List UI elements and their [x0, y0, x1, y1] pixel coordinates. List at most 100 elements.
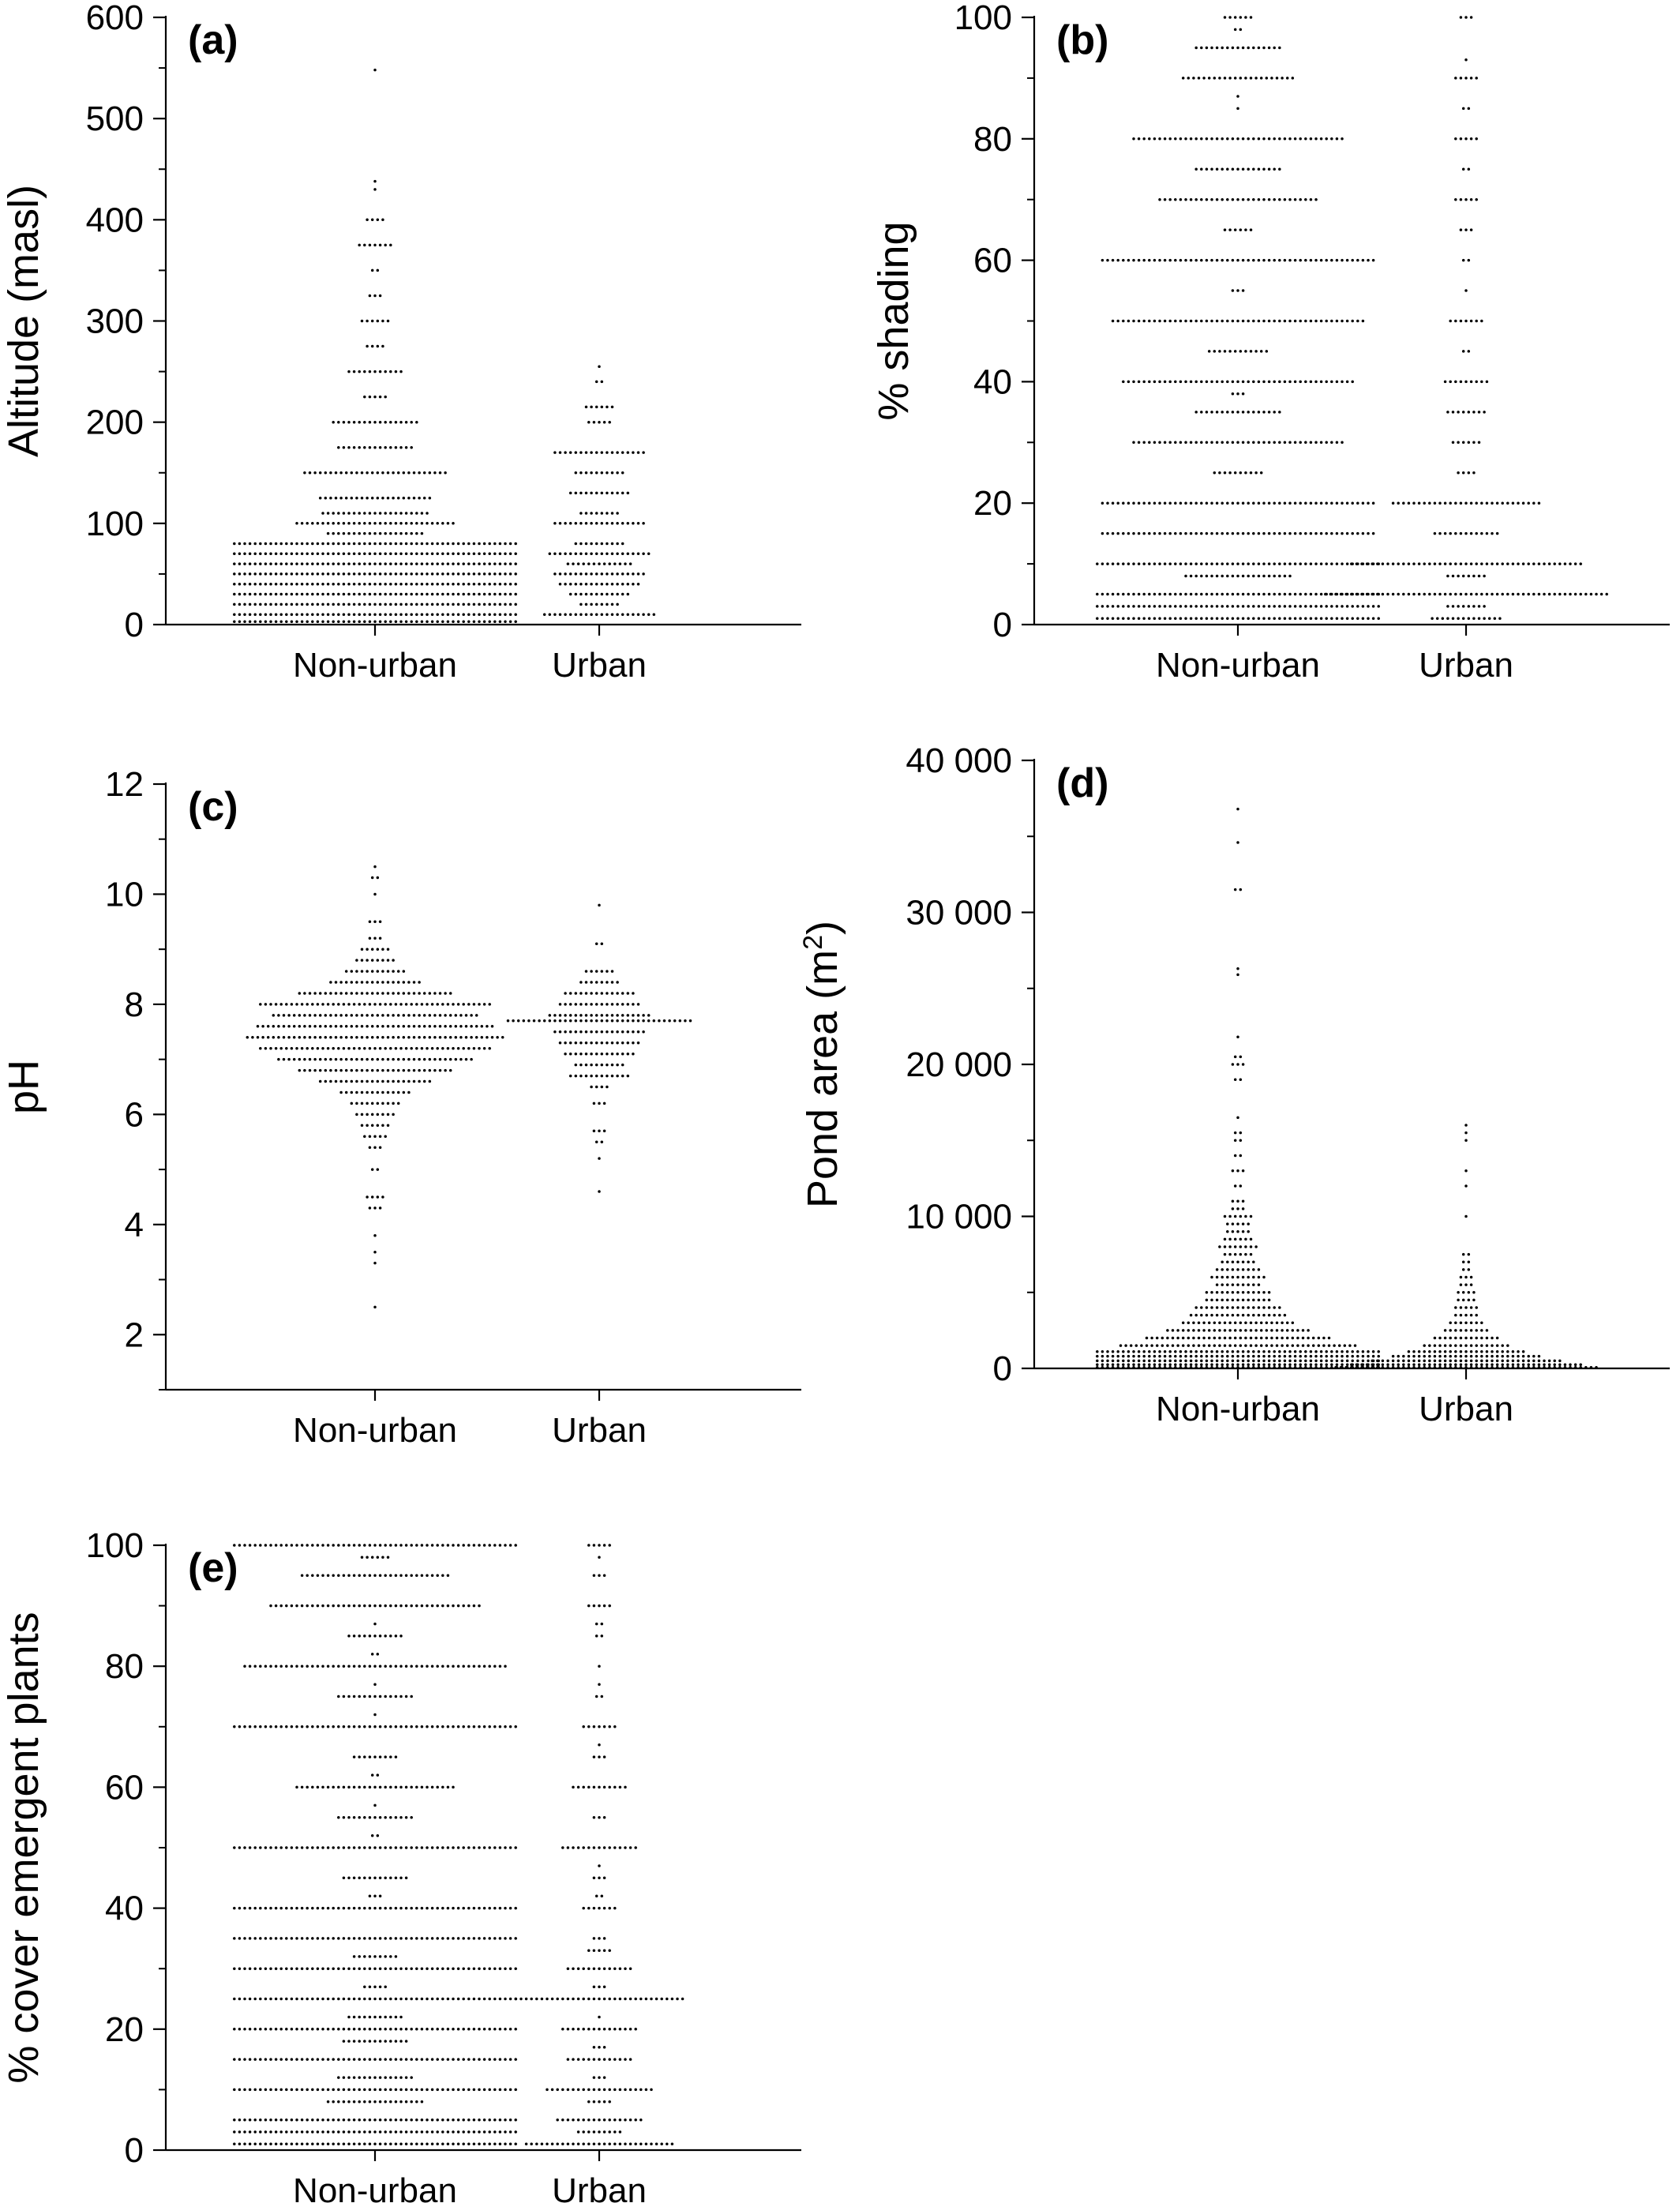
data-point	[418, 1014, 421, 1017]
data-point	[1236, 1222, 1239, 1225]
data-point	[389, 1604, 392, 1608]
data-point	[1330, 258, 1333, 262]
data-point	[1223, 16, 1227, 19]
data-point	[238, 2142, 242, 2146]
data-point	[561, 1997, 564, 2001]
data-point	[342, 1876, 346, 1880]
data-point	[1210, 562, 1213, 565]
data-point	[1236, 167, 1239, 171]
data-point	[568, 992, 572, 995]
data-point	[610, 542, 614, 546]
data-point	[1459, 319, 1463, 323]
data-point	[269, 2142, 272, 2146]
data-point	[676, 1997, 679, 2001]
data-point	[574, 1003, 578, 1006]
data-point	[438, 992, 442, 995]
data-point	[1101, 501, 1104, 505]
data-point	[1485, 1354, 1489, 1358]
data-point	[454, 1035, 458, 1039]
data-point	[386, 1068, 390, 1072]
data-point	[1247, 258, 1250, 262]
data-point	[347, 572, 351, 576]
data-point	[337, 1604, 340, 1608]
data-point	[568, 451, 572, 454]
data-point	[1273, 562, 1276, 565]
data-point	[1200, 258, 1203, 262]
data-point	[1501, 1354, 1504, 1358]
data-point	[592, 1906, 596, 1910]
data-point	[274, 613, 278, 616]
data-point	[579, 512, 583, 515]
data-point	[259, 542, 262, 546]
data-point	[1309, 605, 1313, 608]
data-point	[321, 613, 324, 616]
data-point	[1184, 592, 1187, 596]
data-point	[316, 1725, 320, 1728]
data-point	[456, 1604, 460, 1608]
data-point	[420, 602, 424, 606]
data-point	[332, 1785, 335, 1789]
data-point	[1485, 1363, 1489, 1366]
data-point	[238, 602, 242, 606]
data-point	[634, 1846, 637, 1849]
data-point	[318, 471, 322, 475]
data-point	[456, 613, 460, 616]
data-point	[264, 1725, 268, 1728]
data-point	[1459, 380, 1463, 384]
data-point	[347, 1846, 351, 1849]
data-point	[389, 2130, 392, 2134]
data-point	[243, 1997, 246, 2001]
data-point	[1200, 197, 1203, 201]
data-point	[1218, 1336, 1221, 1340]
data-point	[1335, 319, 1339, 323]
data-point	[493, 613, 497, 616]
data-point	[584, 491, 588, 495]
data-point	[1412, 1350, 1416, 1353]
data-point	[410, 1906, 413, 1910]
data-point	[493, 1906, 497, 1910]
data-point	[259, 1003, 262, 1006]
data-point	[415, 1846, 418, 1849]
data-point	[1239, 1329, 1243, 1332]
data-point	[366, 959, 369, 962]
data-point	[608, 1997, 611, 2001]
data-point	[1330, 562, 1333, 565]
data-point	[626, 1030, 630, 1034]
data-point	[347, 2118, 351, 2122]
data-point	[1273, 1306, 1276, 1309]
x-tick-label: Urban	[552, 646, 647, 685]
data-point	[621, 522, 624, 525]
data-point	[426, 552, 429, 556]
data-point	[1231, 380, 1235, 384]
data-point	[1231, 1298, 1235, 1302]
data-point	[1153, 1350, 1157, 1353]
data-point	[430, 562, 434, 565]
data-point	[1273, 441, 1276, 445]
data-point	[441, 1937, 444, 1940]
data-point	[1247, 617, 1250, 621]
data-point	[1257, 411, 1261, 414]
data-point	[363, 445, 366, 449]
data-point	[1335, 258, 1339, 262]
data-point	[566, 2058, 570, 2061]
data-point	[1293, 1366, 1297, 1369]
data-point	[376, 1168, 380, 1171]
data-point	[658, 1019, 661, 1023]
data-point	[1228, 1344, 1232, 1347]
data-point	[363, 395, 366, 399]
data-point	[420, 1574, 424, 1578]
data-point	[290, 582, 294, 586]
data-point	[1101, 605, 1104, 608]
data-point	[1472, 605, 1476, 608]
data-point	[1330, 1354, 1333, 1358]
data-point	[415, 522, 418, 525]
data-point	[404, 572, 408, 576]
data-point	[404, 542, 408, 546]
data-point	[587, 1725, 591, 1728]
data-point	[1205, 380, 1209, 384]
data-point	[587, 2088, 591, 2092]
data-point	[1288, 592, 1292, 596]
data-point	[370, 981, 374, 984]
data-point	[355, 1014, 358, 1017]
data-point	[399, 1003, 403, 1006]
